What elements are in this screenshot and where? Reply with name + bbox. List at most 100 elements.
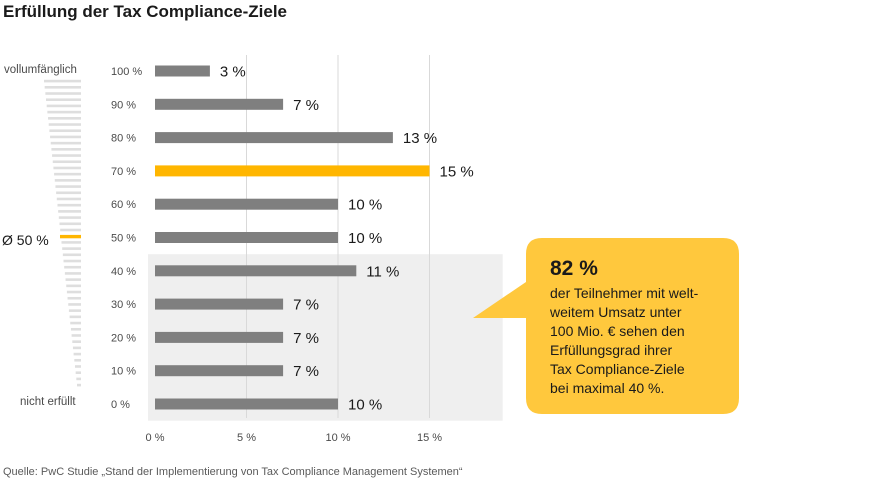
- y-tick-label: 40 %: [111, 266, 136, 278]
- callout-line: Tax Compliance-Ziele: [550, 361, 685, 377]
- average-label: Ø 50 %: [2, 232, 49, 248]
- scale-bar: [74, 358, 81, 362]
- bar: [155, 298, 284, 310]
- callout-shape: [473, 238, 739, 414]
- x-tick-label: 15 %: [417, 432, 442, 444]
- callout-text: 82 % der Teilnehmer mit welt- weitem Ums…: [550, 256, 740, 398]
- y-tick-label: 100 %: [111, 66, 142, 78]
- scale-bar: [72, 340, 81, 343]
- callout-line: der Teilnehmer mit welt-: [550, 285, 699, 301]
- scale-bar: [68, 309, 81, 312]
- scale-bar: [52, 160, 81, 164]
- scale-bar: [59, 222, 81, 226]
- x-tick-label: 5 %: [237, 432, 256, 444]
- scale-bar: [63, 259, 81, 263]
- bar: [155, 165, 430, 177]
- data-label: 15 %: [440, 163, 474, 180]
- scale-bar: [47, 110, 81, 114]
- scale-bar: [62, 247, 81, 250]
- scale-bar: [55, 185, 81, 188]
- scale-bar: [53, 166, 81, 170]
- data-label: 10 %: [348, 197, 382, 214]
- scale-bar: [73, 352, 81, 356]
- scale-bar: [70, 321, 81, 325]
- scale-bar: [66, 284, 81, 288]
- bar: [155, 398, 338, 410]
- callout-headline: 82 %: [550, 257, 598, 280]
- data-label: 10 %: [348, 397, 382, 414]
- scale-bar: [44, 79, 81, 83]
- scale-bar: [62, 253, 81, 257]
- x-tick-label: 10 %: [325, 432, 350, 444]
- callout-line: 100 Mio. € sehen den: [550, 323, 685, 339]
- bar: [155, 331, 284, 343]
- bar: [155, 65, 210, 77]
- scale-bar: [58, 216, 81, 219]
- scale-bar: [77, 383, 81, 387]
- scale-bar: [75, 371, 81, 374]
- y-tick-label: 50 %: [111, 233, 136, 245]
- y-tick-label: 20 %: [111, 332, 136, 344]
- scale-bar: [69, 315, 81, 319]
- bar: [155, 365, 284, 377]
- scale-top-label: vollumfänglich: [4, 64, 77, 76]
- y-tick-label: 70 %: [111, 166, 136, 178]
- data-label: 3 %: [220, 64, 246, 81]
- scale-bar: [58, 210, 81, 213]
- callout-line: bei maximal 40 %.: [550, 380, 665, 396]
- data-label: 7 %: [293, 330, 319, 347]
- chart-title: Erfüllung der Tax Compliance-Ziele: [3, 2, 288, 21]
- y-tick-label: 60 %: [111, 199, 136, 211]
- scale-bar: [64, 265, 81, 269]
- scale-bar: [64, 272, 81, 275]
- bar: [155, 98, 284, 110]
- scale-bar: [44, 86, 81, 89]
- data-label: 10 %: [348, 230, 382, 247]
- average-marker: [60, 234, 81, 239]
- scale-bar: [46, 104, 81, 108]
- scale-bar: [74, 365, 81, 368]
- fulfilment-scale: [44, 79, 81, 387]
- data-label: 7 %: [293, 97, 319, 114]
- bars-layer: [155, 65, 430, 410]
- y-tick-label: 0 %: [111, 399, 130, 411]
- scale-bar: [54, 172, 81, 176]
- scale-bar: [76, 377, 81, 381]
- labels-layer: 0 % 5 % 10 % 15 % 100 % 3 % 90 % 7 % 80 % 13 % 70 …: [111, 64, 474, 445]
- scale-bar: [70, 327, 81, 331]
- bar: [155, 198, 338, 210]
- callout-line: weitem Umsatz unter: [550, 304, 682, 320]
- scale-bar: [51, 148, 81, 151]
- y-tick-label: 90 %: [111, 99, 136, 111]
- scale-bar: [48, 123, 81, 126]
- scale-bar: [65, 278, 81, 281]
- bar: [155, 232, 338, 243]
- scale-bar: [60, 228, 81, 232]
- scale-bar: [67, 296, 81, 300]
- scale-bar: [68, 303, 81, 306]
- scale-bar: [72, 346, 81, 350]
- scale-bar: [46, 98, 81, 102]
- callout-bubble: [473, 238, 739, 414]
- scale-bar: [61, 241, 81, 244]
- data-label: 13 %: [403, 130, 437, 147]
- x-tick-label: 0 %: [146, 432, 165, 444]
- scale-bar: [71, 334, 81, 337]
- callout-body: der Teilnehmer mit welt- weitem Umsatz u…: [550, 284, 740, 398]
- scale-bottom-label: nicht erfüllt: [20, 396, 76, 408]
- bar: [155, 265, 357, 277]
- data-label: 7 %: [293, 363, 319, 380]
- data-label: 7 %: [293, 297, 319, 314]
- scale-bar: [54, 179, 81, 182]
- scale-bar: [66, 290, 81, 294]
- scale-bar: [52, 154, 81, 157]
- y-tick-label: 30 %: [111, 299, 136, 311]
- source-note: Quelle: PwC Studie „Stand der Implementi…: [3, 466, 463, 478]
- scale-bar: [56, 191, 81, 195]
- scale-bar: [50, 141, 81, 145]
- scale-bar: [50, 135, 81, 139]
- callout-line: Erfüllungsgrad ihrer: [550, 342, 673, 358]
- scale-bar: [49, 129, 81, 133]
- y-tick-label: 80 %: [111, 133, 136, 145]
